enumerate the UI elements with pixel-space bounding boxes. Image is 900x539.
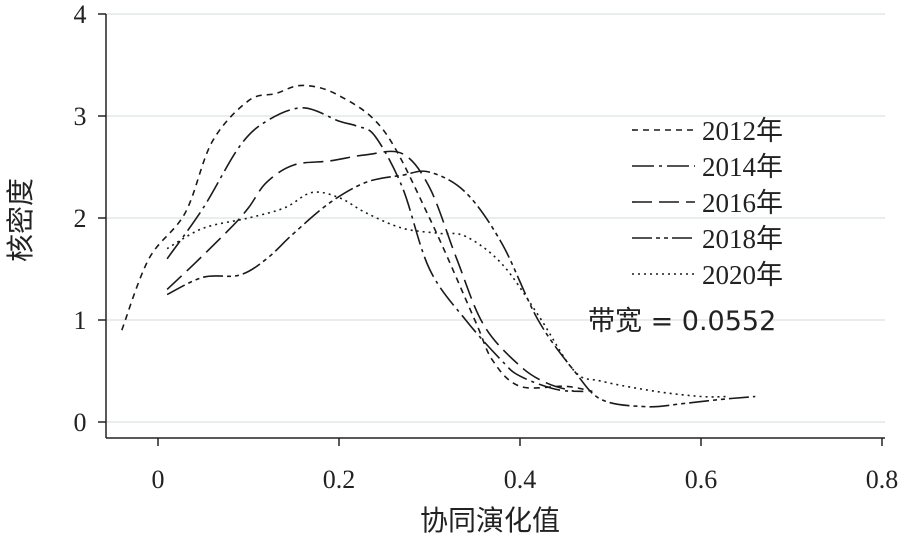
density-curve-2014年 [166, 106, 584, 393]
legend-label: 2016年 [702, 188, 783, 218]
legend: 2012年 2014年 2016年 2018年 2020年 [632, 116, 783, 290]
density-curves [121, 84, 756, 408]
x-tick-label: 0.8 [866, 465, 899, 494]
legend-label: 2014年 [702, 152, 783, 182]
density-curve-2016年 [166, 150, 575, 393]
density-curve-2012年 [121, 84, 593, 393]
legend-label: 2020年 [702, 260, 783, 290]
bandwidth-annotation: 带宽 = 0.0552 [588, 306, 776, 337]
axes [105, 14, 885, 439]
grid-lines [106, 13, 885, 423]
legend-label: 2018年 [702, 224, 783, 254]
density-curve-2020年 [166, 191, 729, 398]
axis-ticks: 0 1 2 3 4 0 0.2 0.4 0.6 0.8 [74, 0, 899, 494]
x-axis-title: 协同演化值 [420, 504, 560, 537]
density-curve-2018年 [166, 170, 756, 408]
y-tick-label: 1 [74, 306, 87, 335]
x-tick-label: 0 [152, 465, 165, 494]
x-tick-label: 0.4 [504, 465, 537, 494]
y-tick-label: 2 [74, 204, 87, 233]
x-tick-label: 0.2 [323, 465, 356, 494]
y-tick-label: 3 [74, 102, 87, 131]
y-axis-title: 核密度 [4, 178, 37, 262]
y-tick-label: 0 [74, 408, 87, 437]
legend-label: 2012年 [702, 116, 783, 146]
x-tick-label: 0.6 [685, 465, 718, 494]
y-tick-label: 4 [74, 0, 87, 29]
